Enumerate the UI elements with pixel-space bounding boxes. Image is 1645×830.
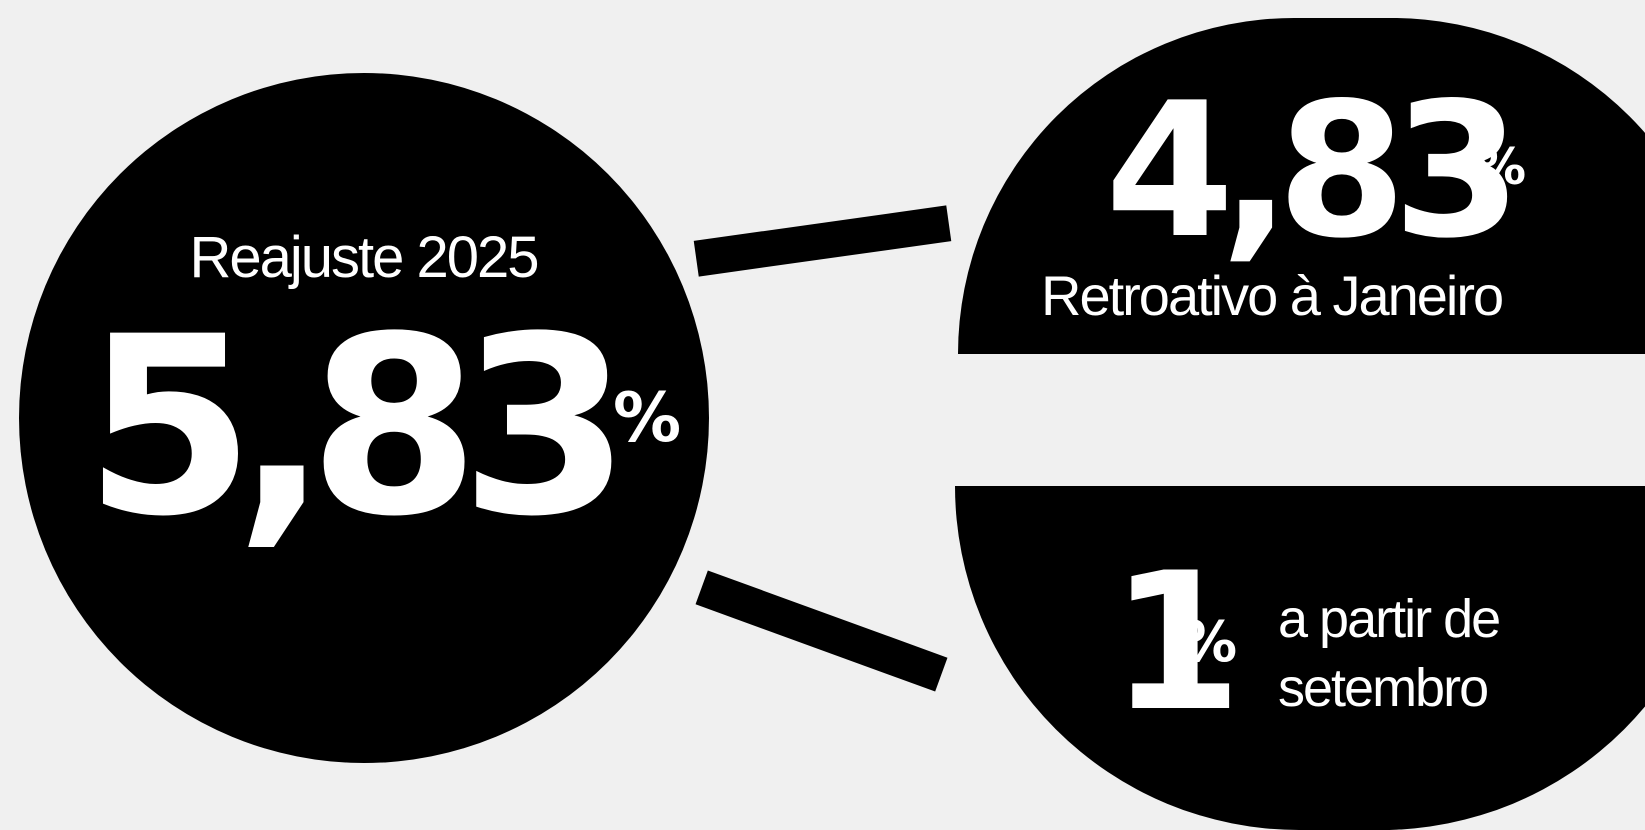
retroactive-percent-sign: % [1476, 138, 1527, 196]
retroactive-value: 4,83 [1105, 62, 1522, 279]
main-circle [19, 73, 709, 763]
september-percent-sign: % [1181, 610, 1238, 675]
connector-bottom [695, 570, 948, 692]
main-percent-sign: % [613, 379, 682, 458]
connector-top [693, 205, 952, 277]
september-value: 1 [1110, 532, 1243, 753]
retroactive-label: Retroativo à Janeiro [1041, 264, 1504, 327]
main-label: Reajuste 2025 [189, 225, 539, 290]
september-label-line2: setembro [1278, 658, 1489, 718]
september-label-line1: a partir de [1278, 589, 1501, 649]
main-value: 5,83 [84, 285, 631, 571]
